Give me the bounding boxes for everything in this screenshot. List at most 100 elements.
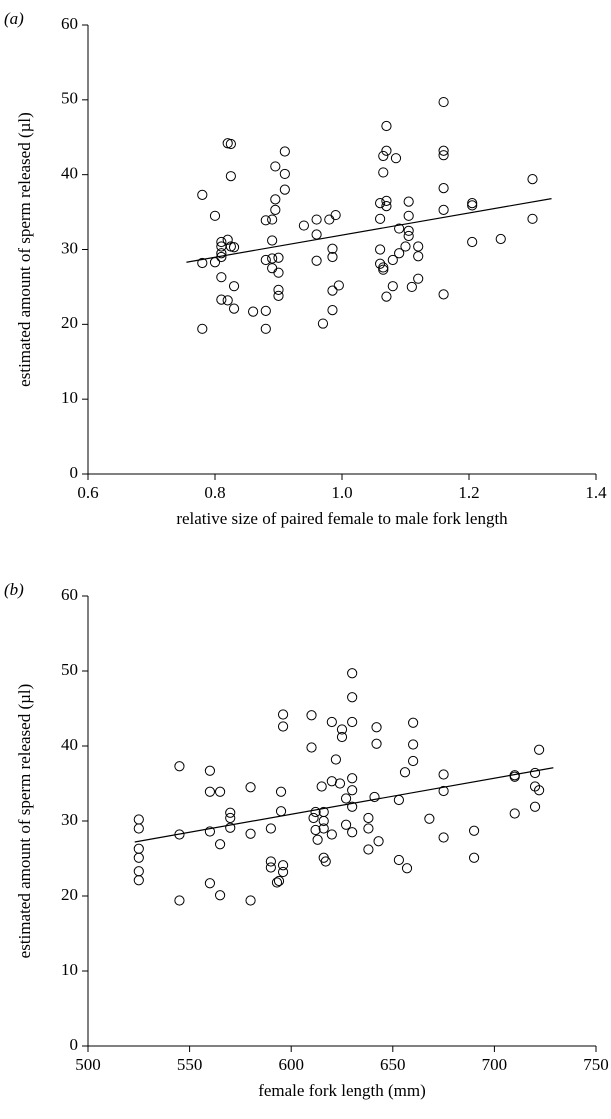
point [225, 171, 236, 182]
point [270, 204, 281, 215]
panel-label: (b) [4, 580, 24, 599]
point [438, 289, 449, 300]
point [413, 241, 424, 252]
point [133, 875, 144, 886]
point [326, 716, 337, 728]
point [529, 781, 541, 792]
point [336, 731, 348, 743]
point [216, 248, 227, 259]
x-tick-label: 500 [75, 1055, 101, 1074]
point [333, 280, 344, 291]
point [267, 214, 278, 225]
point [347, 716, 358, 728]
point [413, 251, 424, 262]
y-tick-label: 50 [61, 660, 78, 679]
point [245, 895, 256, 906]
x-tick-label: 0.8 [204, 483, 225, 502]
point [204, 765, 216, 776]
point [273, 875, 285, 887]
point [438, 145, 449, 156]
point [308, 812, 319, 824]
point [327, 305, 338, 316]
point [378, 150, 389, 162]
x-tick-label: 1.4 [585, 483, 607, 502]
point [245, 782, 256, 793]
point [381, 145, 392, 156]
point [495, 233, 506, 245]
point [270, 161, 281, 172]
point [438, 204, 449, 215]
point [400, 241, 411, 252]
point [267, 263, 278, 274]
point [403, 230, 414, 242]
y-axis-label: estimated amount of sperm released (µl) [15, 684, 34, 959]
point [317, 318, 329, 329]
point [228, 281, 240, 292]
point [225, 812, 236, 824]
point [133, 843, 144, 854]
y-tick-label: 20 [61, 313, 78, 332]
point [214, 890, 226, 901]
x-tick-label: 750 [583, 1055, 609, 1074]
point [347, 827, 358, 838]
point [424, 813, 435, 824]
point [408, 717, 419, 728]
point [225, 822, 236, 833]
point [214, 786, 226, 797]
point [347, 785, 358, 796]
y-tick-label: 0 [70, 1035, 79, 1054]
y-tick-label: 0 [70, 463, 79, 482]
point [393, 854, 404, 866]
y-axis-label: estimated amount of sperm released (µl) [15, 112, 34, 387]
point [406, 281, 417, 293]
fit-line [134, 767, 554, 843]
point [387, 254, 398, 266]
point [408, 755, 419, 767]
point [327, 285, 338, 296]
point [467, 200, 478, 211]
point [245, 828, 256, 839]
point [340, 793, 352, 804]
y-tick-label: 10 [61, 388, 78, 407]
point [275, 786, 287, 797]
x-tick-label: 0.6 [77, 483, 98, 502]
point [326, 776, 337, 787]
point [277, 866, 289, 878]
point [403, 210, 414, 221]
point [390, 153, 402, 164]
y-tick-label: 20 [61, 885, 78, 904]
point [174, 895, 185, 906]
point [375, 213, 386, 224]
point [311, 214, 322, 225]
point [310, 806, 321, 818]
point [378, 262, 389, 273]
point [375, 258, 386, 269]
point [311, 229, 322, 240]
point [267, 235, 278, 246]
point [509, 771, 520, 782]
y-tick-label: 40 [61, 164, 78, 183]
point [225, 807, 236, 818]
point [273, 267, 284, 278]
point [197, 323, 208, 334]
point [214, 839, 226, 850]
point [324, 214, 335, 225]
point [347, 692, 358, 703]
y-tick-label: 30 [61, 238, 78, 257]
point [378, 167, 389, 178]
point [260, 254, 271, 266]
point [260, 215, 271, 226]
point [408, 739, 419, 750]
x-axis-label: relative size of paired female to male f… [176, 509, 508, 528]
y-tick-label: 60 [61, 585, 78, 604]
point [381, 195, 392, 206]
point [527, 213, 538, 224]
point [279, 146, 290, 157]
x-tick-label: 650 [380, 1055, 406, 1074]
point [133, 866, 144, 877]
point [403, 196, 414, 207]
panel-label: (a) [4, 9, 24, 28]
point [327, 243, 338, 254]
point [222, 295, 233, 306]
